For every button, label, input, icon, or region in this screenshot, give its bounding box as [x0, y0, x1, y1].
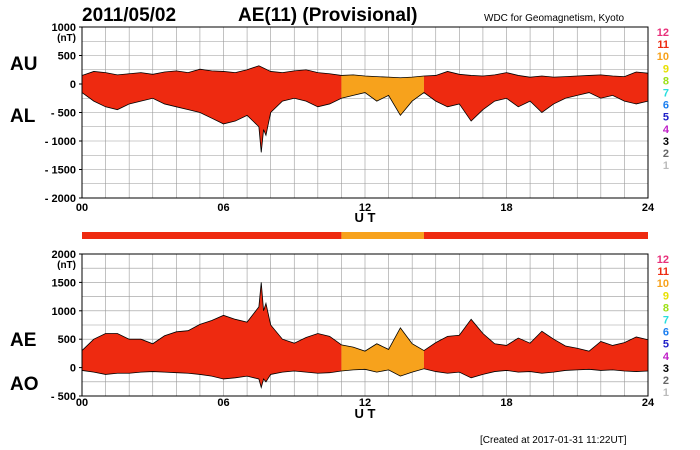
legend-item: 12: [657, 27, 669, 39]
plot-date: 2011/05/02: [82, 5, 176, 26]
x-tick-label: 06: [217, 397, 229, 409]
upper-panel: 1000 500 0 - 500 - 1000 - 1500 - 2000 (nT) 00 06 1…: [10, 22, 655, 225]
lower-panel: 2000 1500 1000 500 0 - 500 (nT) 00 06 12 18 24 U T AE…: [10, 249, 655, 421]
y-tick-label: - 1000: [45, 136, 76, 148]
legend-item: 5: [663, 339, 669, 351]
x-tick-label: 24: [642, 397, 655, 409]
station-bar-segment: [82, 232, 342, 239]
legend-item: 2: [663, 148, 669, 160]
legend-item: 6: [663, 327, 669, 339]
x-tick-label: 18: [500, 397, 512, 409]
legend-item: 2: [663, 375, 669, 387]
y-tick-label: 0: [70, 363, 76, 375]
y-tick-label: 1500: [52, 277, 76, 289]
series-area-segment: [82, 65, 342, 153]
x-tick-label: 12: [359, 397, 371, 409]
series-area-segment: [341, 327, 424, 377]
x-axis-label: U T: [355, 210, 376, 225]
series-label-al: AL: [10, 106, 36, 127]
x-tick-label: 06: [217, 202, 229, 214]
plot-title: AE(11) (Provisional): [238, 5, 418, 26]
series-area-segment: [423, 71, 648, 122]
y-tick-label: 0: [70, 79, 76, 91]
y-tick-label: - 500: [51, 391, 76, 403]
y-tick-label: 1000: [52, 22, 76, 34]
series-area-segment: [423, 319, 648, 378]
legend-item: 10: [657, 51, 669, 63]
station-bar-segment: [423, 232, 648, 239]
x-tick-label: 12: [359, 202, 371, 214]
legend-item: 10: [657, 278, 669, 290]
x-tick-label: 18: [500, 202, 512, 214]
legend-item: 3: [663, 363, 669, 375]
y-tick-label: - 1500: [45, 165, 76, 177]
y-tick-label: 1000: [52, 306, 76, 318]
legend-item: 6: [663, 100, 669, 112]
plot-frame: [81, 253, 649, 397]
series-line-ae: [81, 282, 649, 352]
y-tick-label: 500: [58, 334, 76, 346]
legend-item: 9: [663, 63, 669, 75]
legend-item: 11: [657, 39, 669, 51]
legend-item: 11: [657, 266, 669, 278]
series-line-au: [81, 65, 649, 79]
legend-item: 8: [663, 75, 669, 87]
station-bar-segment: [341, 232, 424, 239]
legend-item: 8: [663, 302, 669, 314]
legend-item: 12: [657, 254, 669, 266]
x-tick-label: 00: [76, 202, 88, 214]
y-axis-unit: (nT): [57, 260, 76, 271]
y-tick-label: 2000: [52, 249, 76, 261]
series-label-ae: AE: [10, 330, 36, 351]
legend-item: 1: [663, 160, 669, 172]
series-line-al: [81, 92, 649, 153]
legend-item: 3: [663, 136, 669, 148]
series-label-au: AU: [10, 54, 37, 75]
legend-item: 4: [663, 124, 670, 136]
legend-item: 7: [663, 315, 669, 327]
series-area-segment: [82, 282, 342, 388]
series-line-ao: [81, 368, 649, 389]
legend-item: 7: [663, 88, 669, 100]
station-count-bar: [82, 232, 648, 239]
source-credit: WDC for Geomagnetism, Kyoto: [484, 13, 624, 24]
x-axis-label: U T: [355, 406, 376, 421]
legend-item: 4: [663, 351, 670, 363]
series-label-ao: AO: [10, 374, 39, 395]
creation-timestamp: [Created at 2017-01-31 11:22UT]: [480, 435, 627, 446]
x-tick-label: 24: [642, 202, 655, 214]
y-tick-label: 500: [58, 51, 76, 63]
x-tick-label: 00: [76, 397, 88, 409]
series-area-segment: [341, 74, 424, 116]
legend-item: 5: [663, 112, 669, 124]
y-tick-label: - 2000: [45, 193, 76, 205]
legend-item: 9: [663, 290, 669, 302]
y-axis-unit: (nT): [57, 33, 76, 44]
y-tick-label: - 500: [51, 108, 76, 120]
legend-item: 1: [663, 387, 669, 399]
